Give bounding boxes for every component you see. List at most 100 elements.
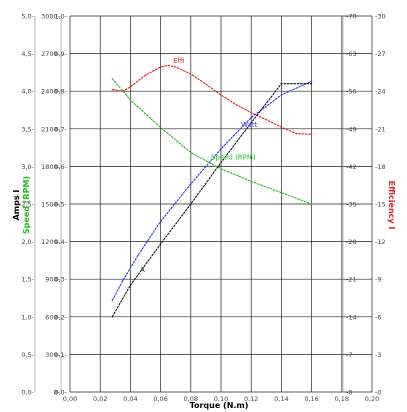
left-tick-label: 3,5- [21,125,34,133]
data-point [311,80,313,82]
data-point [205,83,207,85]
right-tick-label: -14 [346,313,357,321]
data-point [190,183,192,185]
data-point [129,284,131,286]
right-tick-label: -9 [375,276,381,284]
series-line [112,64,312,135]
x-tick-label: 0,04 [123,395,137,403]
left-tick-label: 0,0- [54,389,67,397]
left-tick-label: 1500- [41,201,61,209]
series-lines [111,64,313,318]
data-point [175,66,177,68]
series-label: Effi [173,57,184,65]
x-tick-label: 0,02 [93,395,107,403]
left-tick-label: 0,2- [54,313,67,321]
left-tick-label: 0,5- [21,351,34,359]
left-tick-label: 2,0- [21,238,34,246]
data-point [190,152,192,154]
data-point [280,83,282,85]
right-tick-label: -3 [375,351,381,359]
right-tick-label: -21 [346,276,357,284]
data-point [250,122,252,124]
right-tick-label: -27 [375,50,386,58]
right-tick-label: -49 [346,125,357,133]
left-tick-label: 0,4- [54,238,67,246]
right-tick-label: -24 [375,88,386,96]
data-point [280,192,282,194]
x-tick-label: 0,06 [153,395,167,403]
left-tick-label: 600- [45,313,60,321]
x-tick-label: 0,16 [304,395,318,403]
data-point [160,243,162,245]
data-point [250,116,252,119]
data-point [311,83,313,85]
left-tick-label: 1,5- [21,276,34,284]
left-tick-label: 2400- [41,88,61,96]
x-tick-label: 0,18 [335,395,349,403]
x-tick-label: 0,20 [365,395,379,403]
data-point [167,64,169,67]
grid-lines [69,15,373,393]
data-point [311,203,313,205]
right-tick-label: -7 [346,351,352,359]
speed-axis-label: Speed (RPM) [22,176,31,234]
data-point [220,94,222,96]
left-tick-label: 0,9- [54,50,67,58]
left-tick-label: 300- [45,351,60,359]
data-point [122,90,124,92]
data-point [220,148,222,150]
right-tick-label: -0 [346,389,352,397]
series-label: A [140,266,145,274]
data-point [129,99,131,101]
left-tick-label: 0,8- [54,88,67,96]
data-point [144,74,147,76]
data-point [295,133,298,135]
x-tick-label: 0,10 [214,395,228,403]
left-tick-label: 1,0- [21,313,34,321]
left-tick-label: 2,5- [21,201,34,209]
right-tick-label: -0 [375,389,381,397]
right-tick-label: -42 [346,163,357,171]
data-point [220,168,222,170]
data-point [129,86,131,88]
data-point [250,180,252,183]
right-tick-label: -12 [375,238,386,246]
data-point [137,254,139,256]
left-tick-label: 4,0- [21,88,34,96]
series-labels: Effi Watt Speed (RPM) A [140,57,258,274]
right-tick-label: -18 [375,163,386,171]
data-point [111,88,113,91]
data-point [160,66,162,68]
right-tick-label: -70 [346,13,357,21]
data-point [265,119,267,121]
efficiency-axis-label: Efficiency I [387,181,396,230]
series-label: Speed (RPM) [211,153,256,161]
left-tick-label: 2700- [41,50,61,58]
left-tick-label: 3,0- [21,163,34,171]
data-point [122,279,124,282]
amps-axis-label: Amps I [12,190,21,221]
data-point [111,78,113,80]
x-tick-label: 0,00 [63,395,77,403]
left-tick-label: 1,0- [54,13,67,21]
right-tick-label: -56 [346,88,357,96]
left-tick-label: 0,6- [54,163,67,171]
axes: 0,00 0,02 0,04 0,06 0,08 0,10 0,12 0,14 0,16 0,18… [21,13,385,404]
right-tick-label: -35 [346,201,357,209]
left-tick-label: 1200- [41,238,61,246]
left-tick-label: 0,1- [54,351,67,359]
left-tick-label: 5,0- [21,13,34,21]
x-tick-label: 0,12 [244,395,258,403]
right-tick-label: -63 [346,50,357,58]
left-tick-label: 0,0- [21,389,34,397]
left-tick-label: 0,3- [54,276,67,284]
data-point [160,220,162,223]
right-tick-label: -21 [375,125,386,133]
data-point [111,299,113,302]
data-point [190,203,192,205]
series-label: Watt [241,121,258,129]
right-tick-label: -30 [375,13,386,21]
data-point [280,94,282,96]
